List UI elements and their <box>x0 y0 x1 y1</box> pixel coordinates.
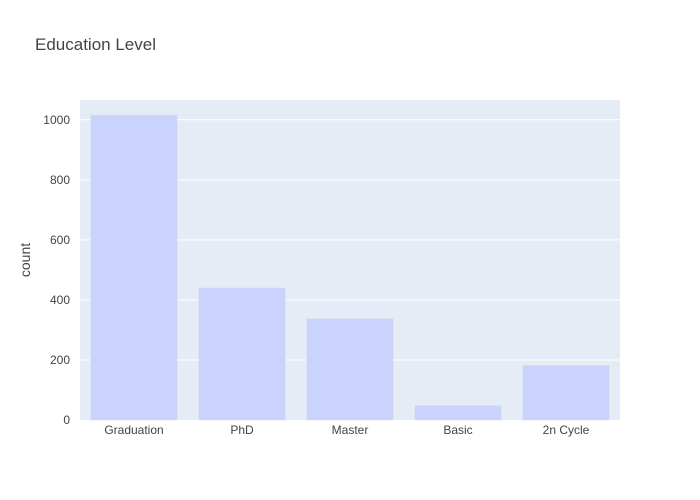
x-tick-label: PhD <box>230 423 254 437</box>
y-tick-label: 200 <box>50 353 70 367</box>
bar-phd[interactable] <box>198 287 286 421</box>
bar-master[interactable] <box>306 318 394 421</box>
y-tick-label: 600 <box>50 233 70 247</box>
chart-title: Education Level <box>35 35 156 54</box>
x-tick-label: 2n Cycle <box>543 423 590 437</box>
y-axis-label: count <box>17 243 33 277</box>
x-tick-label: Master <box>332 423 369 437</box>
bars <box>90 114 610 421</box>
x-tick-label: Basic <box>443 423 472 437</box>
bar-graduation[interactable] <box>90 114 178 421</box>
y-tick-label: 1000 <box>43 113 70 127</box>
bar-2n-cycle[interactable] <box>522 365 610 421</box>
x-tick-label: Graduation <box>104 423 163 437</box>
y-axis-ticks: 0 200 400 600 800 1000 <box>43 113 70 427</box>
bar-basic[interactable] <box>414 405 502 421</box>
y-tick-label: 400 <box>50 293 70 307</box>
x-axis-ticks: Graduation PhD Master Basic 2n Cycle <box>104 423 589 437</box>
y-tick-label: 0 <box>63 413 70 427</box>
y-tick-label: 800 <box>50 173 70 187</box>
